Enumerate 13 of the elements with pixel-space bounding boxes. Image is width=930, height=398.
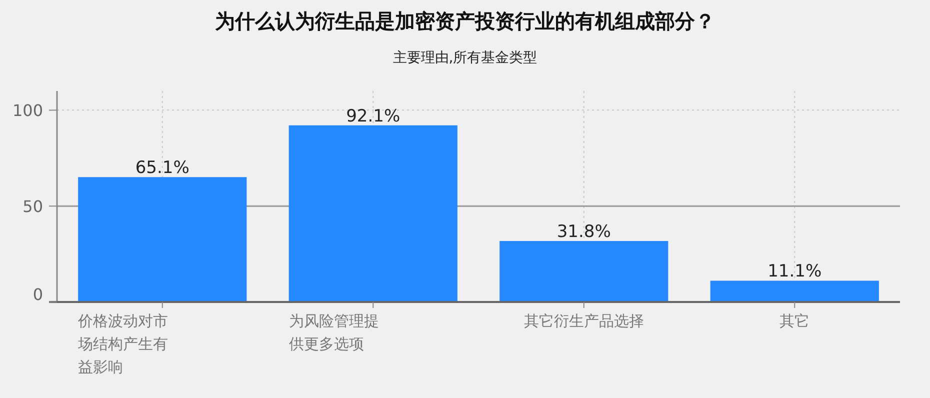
y-tick-label: 0 <box>32 285 43 304</box>
chart-subtitle: 主要理由,所有基金类型 <box>392 50 538 66</box>
data-label: 11.1% <box>768 262 822 282</box>
data-label: 65.1% <box>135 158 190 178</box>
data-label: 92.1% <box>346 106 400 126</box>
x-tick-label: 为风险管理提供更多选项 <box>288 312 379 353</box>
x-tick-label: 价格波动对市场结构产生有益影响 <box>77 312 168 376</box>
x-tick-label: 其它衍生产品选择 <box>524 312 644 330</box>
data-label: 31.8% <box>556 222 611 242</box>
y-tick-label: 100 <box>12 101 43 120</box>
chart-title: 为什么认为衍生品是加密资产投资行业的有机组成部分？ <box>215 9 715 33</box>
x-tick-label: 其它 <box>780 312 810 330</box>
y-tick-label: 50 <box>22 197 43 216</box>
